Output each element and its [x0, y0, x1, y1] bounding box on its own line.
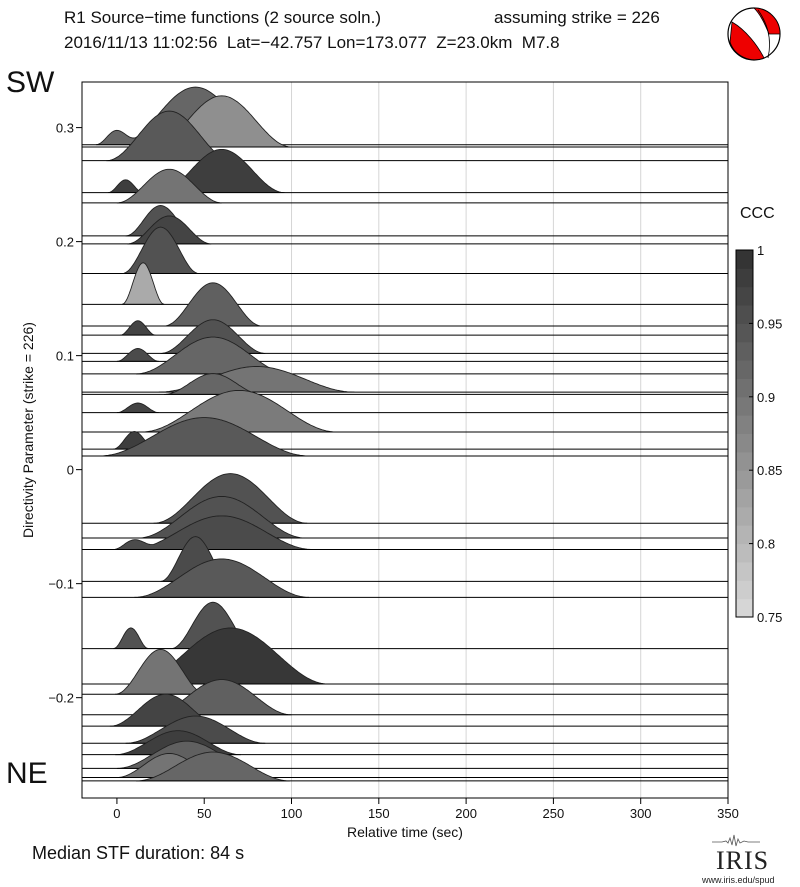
- x-tick-label: 50: [197, 806, 211, 821]
- stf-trace-fill: [141, 389, 337, 433]
- y-tick-label: 0: [67, 463, 74, 478]
- colorbar-tick-label: 0.8: [757, 537, 775, 552]
- x-tick-label: 0: [113, 806, 120, 821]
- colorbar-tick-label: 0.85: [757, 463, 782, 478]
- x-tick-label: 150: [368, 806, 390, 821]
- colorbar-segment: [736, 506, 753, 526]
- colorbar-segment: [736, 396, 753, 416]
- colorbar-segment: [736, 305, 753, 324]
- colorbar-tick-label: 1: [757, 243, 764, 258]
- colorbar-segment: [736, 433, 753, 453]
- stf-trace-fill: [108, 148, 285, 194]
- stf-trace-fill: [136, 336, 290, 375]
- x-axis-label: Relative time (sec): [347, 824, 463, 840]
- colorbar-tick-label: 0.95: [757, 316, 782, 331]
- iris-logo[interactable]: IRIS www.iris.edu/spud: [702, 832, 792, 885]
- colorbar-segment: [736, 360, 753, 379]
- stf-trace-fill: [127, 215, 212, 245]
- colorbar-segment: [736, 268, 753, 288]
- chart-title: R1 Source−time functions (2 source soln.…: [64, 8, 382, 27]
- colorbar-frame: [735, 249, 754, 618]
- colorbar-segment: [736, 525, 753, 545]
- colorbar-segment: [736, 543, 753, 563]
- colorbar-label: CCC: [740, 205, 775, 222]
- colorbar-segment: [736, 286, 753, 306]
- y-axis-label: Directivity Parameter (strike = 226): [20, 322, 36, 538]
- stf-trace-fill: [116, 402, 159, 414]
- plot-frame: [81, 81, 729, 799]
- colorbar-segment: [736, 598, 753, 618]
- stf-trace-fill: [164, 373, 262, 395]
- colorbar-segment: [736, 415, 753, 434]
- stf-trace-fill: [99, 417, 310, 457]
- stf-trace-fill: [122, 226, 200, 274]
- stf-trace-fill: [106, 110, 233, 162]
- stf-trace-fill: [116, 348, 159, 362]
- sw-direction-label: SW: [6, 66, 55, 99]
- colorbar-segment: [736, 378, 753, 398]
- iris-url[interactable]: www.iris.edu/spud: [702, 875, 775, 885]
- vertical-gridlines: [291, 82, 642, 798]
- colorbar-tick-label: 0.9: [757, 390, 775, 405]
- x-tick-label: 250: [543, 806, 565, 821]
- x-tick-label: 200: [455, 806, 477, 821]
- colorbar-segment: [736, 451, 753, 471]
- stf-trace-fill: [164, 282, 262, 327]
- y-tick-label: −0.2: [48, 691, 74, 706]
- x-tick-label: 350: [717, 806, 739, 821]
- seismogram-icon: [712, 834, 760, 847]
- trace-layer: [82, 86, 728, 782]
- stf-trace-fill: [113, 515, 313, 550]
- stf-trace-fill: [136, 751, 290, 782]
- focal-mechanism-beachball-icon: [727, 7, 781, 61]
- event-info: 2016/11/13 11:02:56 Lat=−42.757 Lon=173.…: [64, 33, 560, 52]
- x-tick-label: 100: [281, 806, 303, 821]
- colorbar: 1 0.95 0.9 0.85 0.8 0.75: [735, 243, 782, 625]
- colorbar-segment: [736, 470, 753, 490]
- stf-trace-fill: [134, 558, 309, 598]
- x-axis-ticks: 0 50 100 150 200 250 300 350: [113, 798, 739, 821]
- stf-trace-fill: [122, 262, 165, 305]
- colorbar-segment: [736, 323, 753, 343]
- y-tick-label: 0.1: [56, 349, 74, 364]
- y-tick-label: −0.1: [48, 577, 74, 592]
- y-tick-label: 0.3: [56, 121, 74, 136]
- stf-trace-fill: [120, 320, 156, 336]
- strike-label: assuming strike = 226: [494, 8, 660, 27]
- colorbar-segment: [736, 561, 753, 581]
- stf-trace-fill: [115, 648, 207, 695]
- colorbar-segment: [736, 250, 753, 269]
- colorbar-segment: [736, 341, 753, 361]
- colorbar-segment: [736, 580, 753, 600]
- stf-trace-fill: [160, 319, 266, 354]
- iris-logo-text: IRIS: [716, 846, 770, 875]
- y-axis-ticks: 0.3 0.2 0.1 0 −0.1 −0.2: [48, 121, 82, 706]
- x-tick-label: 300: [630, 806, 652, 821]
- colorbar-tick-label: 0.75: [757, 610, 782, 625]
- ne-direction-label: NE: [6, 757, 48, 790]
- median-duration-text: Median STF duration: 84 s: [32, 843, 245, 863]
- colorbar-segment: [736, 488, 753, 508]
- stf-trace-fill: [116, 168, 222, 204]
- y-tick-label: 0.2: [56, 235, 74, 250]
